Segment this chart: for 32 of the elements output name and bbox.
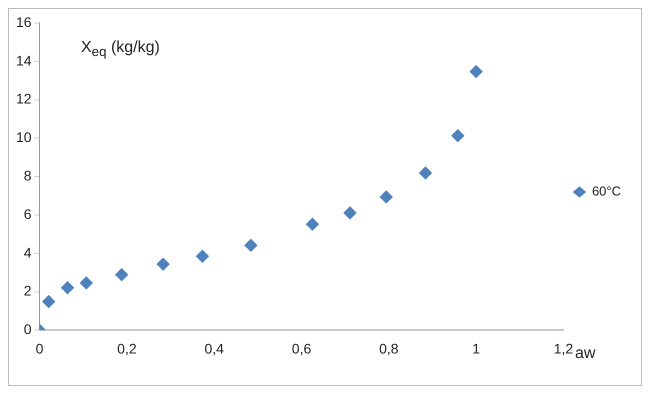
point xyxy=(42,295,56,308)
point xyxy=(343,206,356,220)
x-tick-label: 1 xyxy=(472,340,480,356)
point xyxy=(115,268,128,282)
y-tick-label: 8 xyxy=(24,167,32,184)
y-tick-label: 4 xyxy=(24,244,32,260)
y-tick-label: 16 xyxy=(16,14,32,30)
point xyxy=(451,129,464,142)
x-tick-label: 1,2 xyxy=(554,340,574,356)
y-tick-label: 2 xyxy=(24,282,32,299)
y-tick-label: 10 xyxy=(16,129,32,146)
x-tick-label: 0,6 xyxy=(292,340,312,356)
point xyxy=(419,166,432,180)
point xyxy=(196,250,209,263)
y-tick-label: 0 xyxy=(24,321,32,338)
point xyxy=(156,258,170,271)
point xyxy=(61,281,74,294)
x-tick-label: 0,4 xyxy=(204,340,224,356)
legend-label: 60°C xyxy=(592,184,621,199)
y-axis-title: X$_{eq}$ (kg/kg) xyxy=(81,39,160,60)
point xyxy=(470,65,483,78)
y-tick-label: 14 xyxy=(16,52,32,68)
point xyxy=(80,276,93,290)
point xyxy=(306,218,319,231)
y-tick-label: 12 xyxy=(16,90,32,107)
x-tick-label: 0,8 xyxy=(379,340,399,356)
point xyxy=(380,190,393,204)
point xyxy=(244,238,258,252)
x-tick-label: 0,2 xyxy=(117,340,137,356)
y-tick-label: 6 xyxy=(24,206,32,222)
x-axis-title: aw xyxy=(575,345,596,363)
x-tick-label: 0 xyxy=(36,340,44,356)
